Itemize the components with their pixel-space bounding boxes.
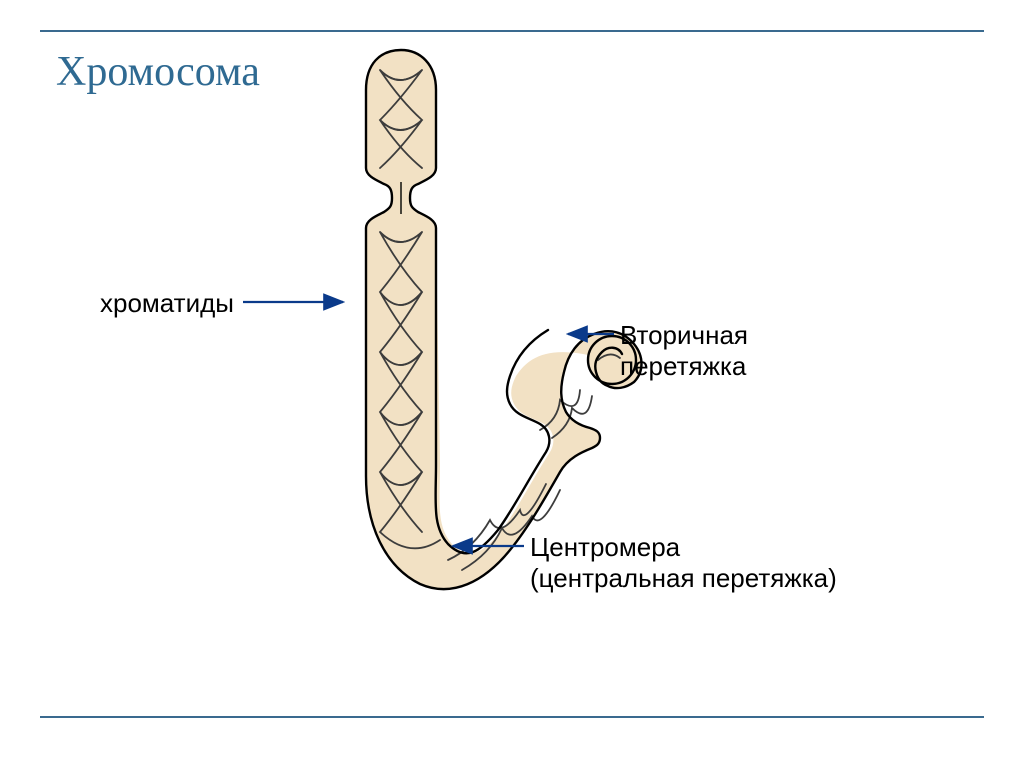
label-secondary-constriction: Вторичная перетяжка <box>620 320 748 382</box>
label-secondary-line2: перетяжка <box>620 351 746 381</box>
chromosome-body <box>366 50 642 589</box>
label-secondary-line1: Вторичная <box>620 320 748 350</box>
label-centromere-line2: (центральная перетяжка) <box>530 563 837 593</box>
chromosome-diagram <box>0 0 1024 767</box>
label-centromere-line1: Центромера <box>530 532 680 562</box>
label-chromatids: хроматиды <box>100 288 234 319</box>
label-centromere: Центромера (центральная перетяжка) <box>530 532 837 594</box>
